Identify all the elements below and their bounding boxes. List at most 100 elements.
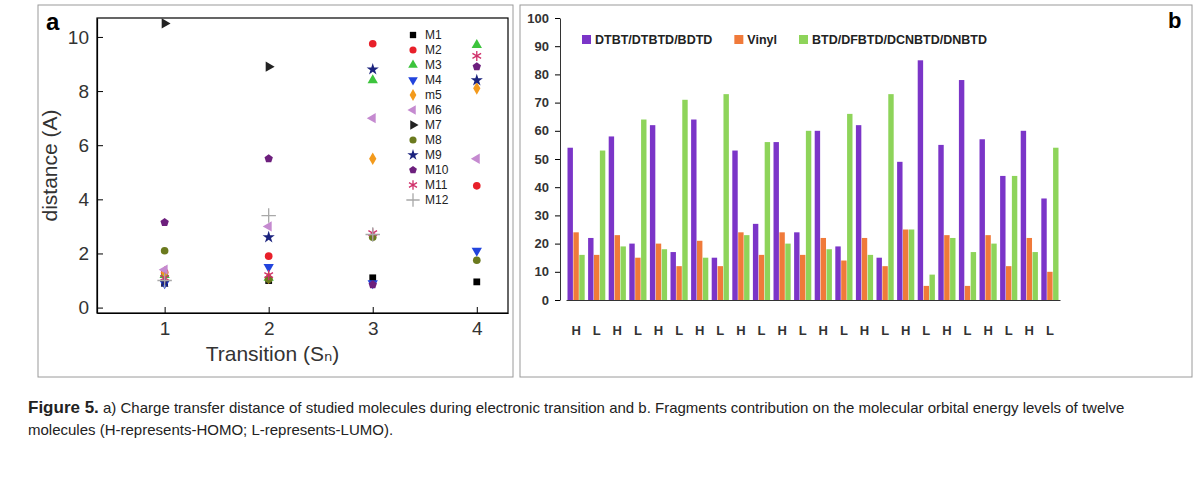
tick-label: 8	[78, 81, 89, 102]
caption-text: a) Charge transfer distance of studied m…	[28, 399, 1124, 438]
bar	[938, 145, 943, 300]
legend-swatch	[582, 35, 591, 44]
point	[471, 74, 483, 86]
tick-label: L	[964, 323, 972, 338]
tick: H	[654, 300, 663, 338]
bar	[918, 60, 923, 300]
tick-mark	[97, 145, 103, 146]
bar	[862, 238, 867, 300]
bar	[821, 238, 826, 300]
point	[472, 51, 481, 61]
tick-label: 6	[78, 135, 89, 156]
bar	[835, 246, 840, 300]
tick: 70	[535, 95, 560, 110]
legend-label: BTD/DFBTD/DCNBTD/DNBTD	[812, 33, 987, 47]
tick-mark	[555, 103, 560, 104]
tick: 20	[535, 236, 560, 251]
tick-label: H	[695, 323, 704, 338]
tick-label: 1	[160, 318, 171, 339]
point	[367, 63, 379, 75]
point	[472, 39, 482, 48]
bar	[568, 148, 573, 300]
tick-mark	[97, 253, 103, 254]
tick: 30	[535, 208, 560, 223]
point	[263, 231, 275, 243]
tick: H	[860, 300, 869, 338]
bar	[1027, 238, 1032, 300]
tick-mark	[555, 187, 560, 188]
bar	[703, 258, 708, 300]
tick-label: H	[860, 323, 869, 338]
tick-mark	[97, 308, 103, 309]
bar	[794, 232, 799, 300]
tick: H	[819, 300, 828, 338]
tick-mark	[555, 74, 560, 75]
legend-marker	[409, 46, 416, 53]
point	[266, 62, 275, 72]
bar	[594, 255, 599, 300]
point	[265, 154, 273, 162]
tick-label: H	[942, 323, 951, 338]
bar	[676, 266, 681, 300]
y-axis: 0246810	[68, 19, 103, 319]
legend-label: M8	[425, 133, 442, 147]
axis-line	[560, 19, 561, 301]
point	[160, 218, 168, 226]
panel-label: b	[1168, 8, 1181, 33]
bar	[980, 139, 985, 300]
tick-label: H	[983, 323, 992, 338]
bar	[841, 261, 846, 300]
legend-marker	[406, 193, 419, 206]
bar	[600, 151, 605, 300]
tick: H	[901, 300, 910, 338]
tick-mark	[165, 307, 166, 313]
bar	[671, 252, 676, 300]
tick-mark	[555, 272, 560, 273]
bar	[656, 244, 661, 300]
tick: L	[922, 300, 930, 338]
tick: 100	[527, 11, 560, 26]
tick-label: 100	[527, 11, 549, 26]
bar	[909, 230, 914, 301]
tick: H	[571, 300, 580, 338]
bar	[1012, 176, 1017, 300]
tick: L	[593, 300, 601, 338]
bar	[826, 249, 831, 300]
bar	[924, 286, 929, 300]
bar	[732, 151, 737, 300]
tick-label: L	[799, 323, 807, 338]
legend-label: M1	[425, 28, 442, 42]
point	[369, 40, 377, 48]
tick-label: 60	[535, 123, 549, 138]
legend-label: M7	[425, 118, 442, 132]
bar	[1032, 252, 1037, 300]
point	[369, 280, 377, 288]
legend-label: M4	[425, 73, 442, 87]
tick-label: H	[901, 323, 910, 338]
tick: 2	[264, 307, 275, 339]
tick: 3	[368, 307, 379, 339]
tick-label: 0	[78, 297, 89, 318]
tick: 2	[78, 243, 103, 264]
point	[472, 248, 482, 257]
legend-label: Vinyl	[747, 33, 777, 47]
bar	[682, 100, 687, 300]
bar	[897, 162, 902, 300]
tick-label: 20	[535, 236, 549, 251]
panel-b: b0102030405060708090100HLHLHLHLHLHLHLHLH…	[527, 8, 1181, 338]
tick-label: H	[1025, 323, 1034, 338]
tick-label: 30	[535, 208, 549, 223]
point	[265, 252, 273, 260]
bar	[609, 136, 614, 300]
legend-marker	[408, 59, 418, 67]
bar	[662, 249, 667, 300]
tick-label: L	[1005, 323, 1013, 338]
bar	[718, 266, 723, 300]
bar	[641, 120, 646, 300]
legend: M1M2M3M4m5M6M7M8M9M10M11M12	[406, 28, 448, 207]
tick: L	[758, 300, 766, 338]
legend-label: DTBT/DTBTD/BDTD	[595, 33, 712, 47]
tick-label: 4	[78, 189, 89, 210]
panel-a: a12340246810Transition (Sₙ)distance (A)M…	[38, 8, 509, 365]
point	[261, 208, 275, 222]
